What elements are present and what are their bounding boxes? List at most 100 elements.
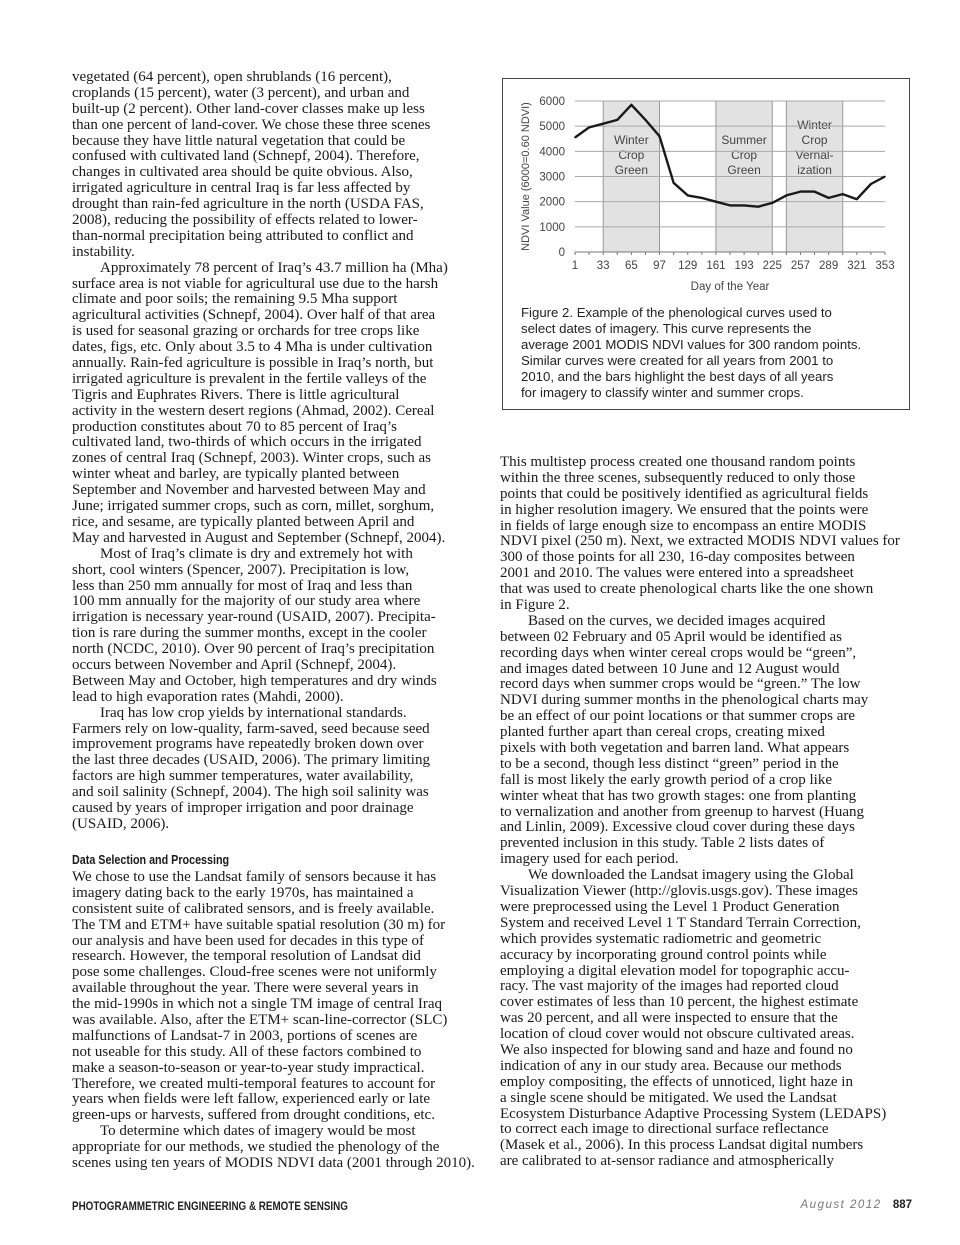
text-line: imagery dating back to the early 1970s, … (72, 884, 414, 901)
text-line: improvement programs have repeatedly bro… (72, 736, 424, 753)
data-point (715, 200, 717, 203)
text-line: We chose to use the Landsat family of se… (72, 869, 437, 885)
data-point (658, 135, 661, 138)
text-line: racy. The vast majority of the images ha… (500, 978, 839, 995)
text-line: prevented inclusion in this study. Table… (500, 835, 825, 852)
text-line: Based on the curves, we decided images a… (528, 612, 826, 629)
text-line: accuracy by incorporating ground control… (500, 946, 827, 963)
data-point (644, 119, 647, 121)
text-line: Ecosystem Disturbance Adaptive Processin… (500, 1105, 887, 1122)
text-line: employ compositing, the effects of unnot… (500, 1073, 853, 1090)
text-line: to correct each image to directional sur… (500, 1121, 829, 1138)
text-line: climate and poor soils; the remaining 9.… (72, 291, 398, 308)
text-line: Tigris and Euphrates Rivers. There is li… (72, 386, 400, 403)
text-line: 2001 and 2010. The values were entered i… (500, 565, 854, 582)
caption-line: average 2001 MODIS NDVI values for 300 r… (521, 337, 862, 352)
section-heading: Data Selection and Processing (72, 853, 230, 867)
text-line: tion is rare during the summer months, e… (72, 625, 427, 642)
data-point (827, 197, 830, 199)
data-point (701, 197, 703, 199)
data-point (841, 193, 844, 195)
text-line: Iraq has low crop yields by internationa… (100, 704, 407, 721)
text-line: within the three scenes, subsequently re… (500, 469, 856, 486)
y-tick-label: 1000 (539, 222, 565, 234)
data-point (672, 181, 675, 184)
text-line: were preprocessed using the Level 1 Prod… (500, 898, 840, 915)
text-line: May and harvested in August and Septembe… (72, 529, 446, 546)
data-point (686, 194, 689, 197)
text-line: pose some challenges. Cloud-free scenes … (72, 964, 437, 981)
text-line: to vernalization and another from greenu… (500, 803, 865, 820)
ndvi-phenology-chart: WinterCropGreenSummerCropGreenWinterCrop… (520, 96, 895, 293)
text-line: Therefore, we created multi-temporal fea… (72, 1075, 436, 1092)
text-line: short, cool winters (Spencer, 2007). Pre… (72, 561, 410, 578)
text-line: that was used to create phenological cha… (500, 581, 874, 598)
text-line: location of cloud cover would not obscur… (500, 1026, 855, 1043)
text-line: fall is most likely the early growth per… (500, 771, 832, 788)
y-tick-label: 5000 (539, 121, 565, 133)
y-tick-label: 3000 (539, 172, 565, 184)
text-line: dates, figs, etc. Only about 3.5 to 4 Mh… (72, 339, 433, 356)
text-line: caused by years of improper irrigation a… (72, 799, 414, 816)
text-line: because they have little natural vegetat… (72, 132, 406, 149)
caption-line: Similar curves were created for all year… (521, 353, 834, 368)
text-line: instability. (72, 243, 135, 260)
x-tick-label: 353 (875, 260, 894, 272)
text-line: This multistep process created one thous… (500, 454, 856, 470)
text-line: imagery used for each period. (500, 851, 679, 868)
figure-2: Winter Crop Green Summer Crop Green Winter Crop… (502, 78, 910, 410)
figure-caption: Figure 2. Example of the phenological cu… (521, 305, 906, 401)
text-line: not useable for this study. All of these… (72, 1043, 422, 1060)
text-line: research. However, the temporal resoluti… (72, 948, 421, 965)
text-line: vegetated (64 percent), open shrublands … (72, 69, 392, 85)
y-tick-label: 4000 (539, 146, 565, 158)
text-line: 100 mm annually for the majority of our … (72, 593, 421, 610)
text-line: drought than rain-fed agriculture in the… (72, 196, 424, 213)
data-point (729, 204, 731, 207)
text-line: a single scene should be mitigated. We u… (500, 1089, 837, 1106)
text-line: 300 of those points for all 230, 16-day … (500, 549, 855, 566)
text-line: be an effect of our point locations or t… (500, 708, 856, 725)
text-line: surface area is not viable for agricultu… (72, 275, 439, 292)
text-line: (Masek et al., 2006). In this process La… (500, 1137, 864, 1154)
x-axis-title: Day of the Year (691, 281, 770, 293)
data-point (884, 175, 886, 178)
text-line: June; irrigated summer crops, such as co… (72, 498, 435, 515)
x-tick-label: 289 (819, 260, 838, 272)
text-line: activity in the western desert regions (… (72, 402, 435, 419)
text-line: our analysis and have been used for deca… (72, 932, 424, 949)
data-point (813, 190, 816, 193)
text-line: which provides systematic radiometric an… (500, 930, 822, 947)
text-line: 2008), reducing the possibility of effec… (72, 212, 418, 229)
text-line: consistent suite of calibrated sensors, … (72, 900, 435, 917)
left-column-text-2: We chose to use the Landsat family of se… (72, 869, 484, 1172)
band-label: Winter (797, 118, 832, 132)
band-label: Summer (721, 133, 766, 147)
data-point (602, 122, 604, 125)
band-label: Crop (731, 148, 757, 162)
text-line: The TM and ETM+ have suitable spatial re… (72, 916, 446, 933)
text-line: croplands (15 percent), water (3 percent… (72, 84, 410, 101)
text-line: We downloaded the Landsat imagery using … (528, 867, 854, 884)
band-label: Crop (618, 148, 644, 162)
text-line: changes in cultivated area should be qui… (72, 164, 413, 181)
band-label: Vernal- (796, 148, 834, 162)
text-line: recording days when winter cereal crops … (500, 644, 857, 661)
text-line: To determine which dates of imagery woul… (100, 1123, 416, 1140)
text-line: the last three decades (USAID, 2006). Th… (72, 752, 430, 769)
text-line: scenes using ten years of MODIS NDVI dat… (72, 1155, 475, 1172)
caption-line: select dates of imagery. This curve repr… (521, 321, 812, 336)
text-line: north (NCDC, 2010). Over 90 percent of I… (72, 641, 435, 658)
data-point (574, 136, 576, 139)
text-line: NDVI pixel (250 m). Next, we extracted M… (500, 533, 900, 550)
data-point (771, 202, 774, 204)
x-tick-label: 129 (678, 260, 697, 272)
text-line: make a season-to-season or year-to-year … (72, 1059, 425, 1076)
text-line: record days when summer crops would be “… (500, 676, 861, 693)
x-tick-label: 1 (572, 260, 578, 272)
text-line: cultivated land, two-thirds of which occ… (72, 434, 422, 451)
text-line: in higher resolution imagery. We ensured… (500, 501, 869, 518)
band-label: Winter (614, 133, 649, 147)
text-line: pixels with both vegetation and barren l… (500, 740, 850, 757)
x-tick-label: 257 (791, 260, 810, 272)
